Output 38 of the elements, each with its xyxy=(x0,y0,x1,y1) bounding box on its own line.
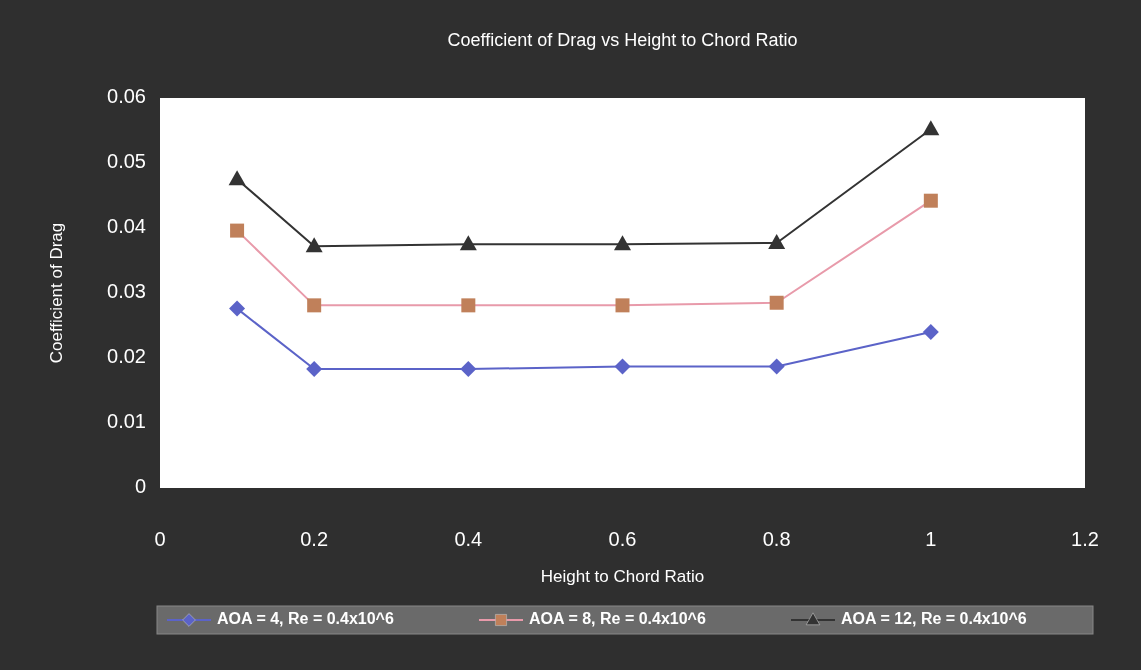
point xyxy=(229,300,246,317)
point xyxy=(922,324,939,340)
point xyxy=(460,361,477,378)
chart-title: Coefficient of Drag vs Height to Chord Ratio xyxy=(447,30,798,50)
y-tick-label: 0.04 xyxy=(107,215,146,238)
point xyxy=(459,235,477,251)
x-tick-label: 0.6 xyxy=(608,528,637,550)
y-tick-label: 0.05 xyxy=(107,150,146,173)
point xyxy=(769,295,784,310)
y-tick-label: 0.02 xyxy=(107,345,146,368)
x-tick-label: 0.2 xyxy=(300,528,329,550)
point xyxy=(614,358,631,375)
point xyxy=(614,235,631,251)
y-tick-label: 0.01 xyxy=(107,410,146,433)
y-tick-label: 0.06 xyxy=(107,85,146,108)
point xyxy=(228,170,246,186)
x-tick-label: 1.2 xyxy=(1071,528,1099,550)
y-tick-label: 0.03 xyxy=(107,280,146,303)
point xyxy=(615,298,630,313)
point xyxy=(307,298,322,313)
point xyxy=(461,298,476,313)
point xyxy=(306,361,323,378)
point xyxy=(768,358,785,375)
legend-label: AOA = 8, Re = 0.4x10^6 xyxy=(529,610,706,628)
point xyxy=(922,120,940,136)
point xyxy=(923,193,938,208)
y-axis-title: Coefficient of Drag xyxy=(47,222,66,364)
y-tick-label: 0 xyxy=(134,475,146,498)
x-tick-label: 0.4 xyxy=(454,528,483,550)
x-tick-label: 0.8 xyxy=(762,528,791,550)
x-tick-label: 0 xyxy=(154,528,166,550)
x-axis-title: Height to Chord Ratio xyxy=(540,567,705,586)
x-tick-label: 1 xyxy=(925,528,937,550)
legend-label: AOA = 4, Re = 0.4x10^6 xyxy=(217,610,394,628)
legend-label: AOA = 12, Re = 0.4x10^6 xyxy=(841,610,1027,628)
point xyxy=(305,237,323,253)
point xyxy=(230,223,245,238)
point xyxy=(768,233,786,249)
